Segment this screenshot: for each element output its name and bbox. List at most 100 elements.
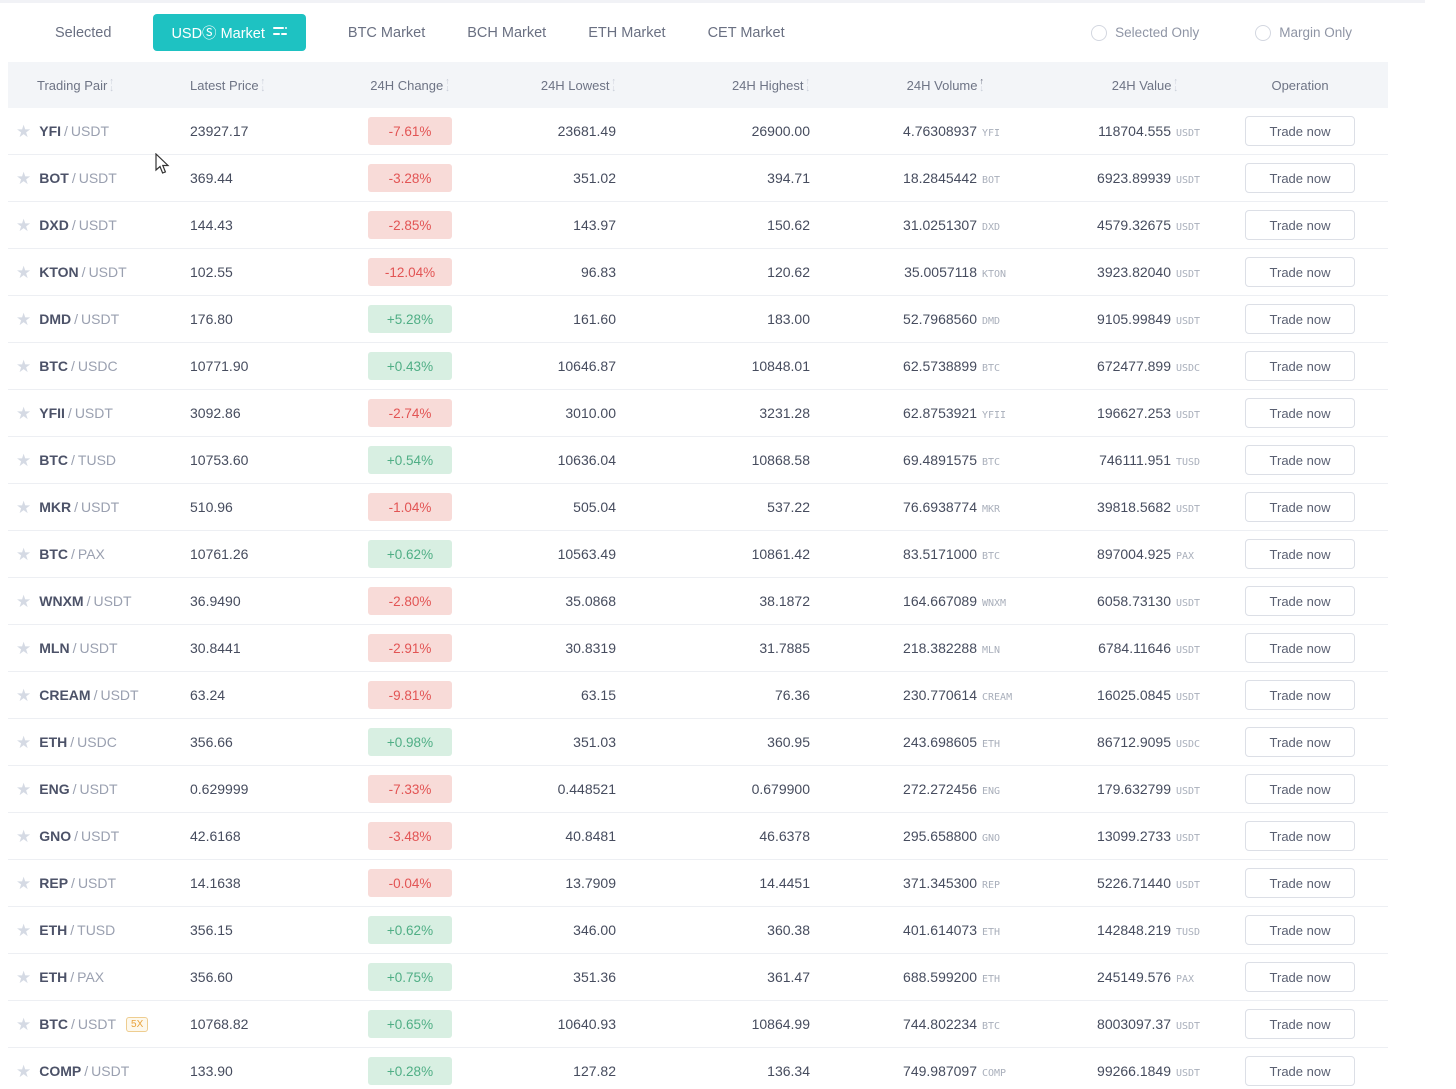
column-header-24h-change[interactable]: 24H Change ↑ ↓ bbox=[370, 76, 450, 93]
favorite-star-icon[interactable]: ★ bbox=[16, 215, 32, 235]
favorite-star-icon[interactable]: ★ bbox=[16, 262, 32, 282]
lowest-24h: 10636.04 bbox=[557, 452, 616, 468]
tab-btc-market[interactable]: BTC Market bbox=[347, 24, 426, 41]
column-header-24h-highest[interactable]: 24H Highest ↑ ↓ bbox=[731, 76, 811, 93]
trade-now-button[interactable]: Trade now bbox=[1245, 680, 1355, 710]
value-24h-cell: 196627.253 USDT bbox=[1018, 405, 1212, 421]
trade-now-button[interactable]: Trade now bbox=[1245, 868, 1355, 898]
table-row: ★ MLN / USDT 30.8441 -2.91% 30.8319 31.788… bbox=[8, 625, 1388, 672]
favorite-star-icon[interactable]: ★ bbox=[16, 826, 32, 846]
highest-24h: 10864.99 bbox=[751, 1016, 810, 1032]
volume-unit: YFII bbox=[982, 410, 1007, 421]
pair-separator: / bbox=[71, 170, 76, 186]
tab-bch-market[interactable]: BCH Market bbox=[467, 24, 547, 41]
tab-eth-market[interactable]: ETH Market bbox=[588, 24, 666, 41]
margin-only-radio[interactable]: Margin Only bbox=[1255, 24, 1352, 41]
tab-selected[interactable]: Selected bbox=[55, 24, 112, 41]
trade-now-button[interactable]: Trade now bbox=[1245, 1009, 1355, 1039]
column-header-24h-lowest[interactable]: 24H Lowest ↑ ↓ bbox=[540, 76, 616, 93]
favorite-star-icon[interactable]: ★ bbox=[16, 544, 32, 564]
trade-now-button[interactable]: Trade now bbox=[1245, 257, 1355, 287]
tab-cet-market[interactable]: CET Market bbox=[707, 24, 785, 41]
trade-now-button[interactable]: Trade now bbox=[1245, 492, 1355, 522]
pair-name: YFI / USDT bbox=[39, 123, 109, 139]
column-header-24h-volume[interactable]: 24H Volume ↑ ↓ bbox=[906, 76, 984, 93]
favorite-star-icon[interactable]: ★ bbox=[16, 873, 32, 893]
trade-now-button[interactable]: Trade now bbox=[1245, 163, 1355, 193]
value-24h-cell: 5226.71440 USDT bbox=[1018, 875, 1212, 891]
column-header-latest-price[interactable]: Latest Price ↑ ↓ bbox=[190, 76, 266, 93]
value-unit: USDT bbox=[1176, 222, 1201, 233]
value-unit: USDT bbox=[1176, 128, 1201, 139]
trade-now-button[interactable]: Trade now bbox=[1245, 821, 1355, 851]
favorite-star-icon[interactable]: ★ bbox=[16, 309, 32, 329]
highest-24h: 537.22 bbox=[767, 499, 810, 515]
sort-icons: ↑ ↓ bbox=[805, 76, 811, 93]
volume-24h-cell: 295.658800 GNO bbox=[820, 828, 1018, 844]
value-24h: 5226.71440 bbox=[1097, 875, 1171, 891]
trade-now-button[interactable]: Trade now bbox=[1245, 774, 1355, 804]
value-24h-cell: 4579.32675 USDT bbox=[1018, 217, 1212, 233]
volume-unit: BTC bbox=[982, 363, 1001, 374]
value-24h-cell: 245149.576 PAX bbox=[1018, 969, 1212, 985]
trade-now-button[interactable]: Trade now bbox=[1245, 915, 1355, 945]
trade-now-button[interactable]: Trade now bbox=[1245, 633, 1355, 663]
volume-24h-cell: 401.614073 ETH bbox=[820, 922, 1018, 938]
trade-now-button[interactable]: Trade now bbox=[1245, 727, 1355, 757]
pair-name: BTC / PAX bbox=[39, 546, 105, 562]
favorite-star-icon[interactable]: ★ bbox=[16, 638, 32, 658]
column-header-trading-pair[interactable]: Trading Pair ↑ ↓ bbox=[37, 76, 114, 93]
pair-base: BTC bbox=[39, 358, 69, 374]
favorite-star-icon[interactable]: ★ bbox=[16, 920, 32, 940]
trade-now-button[interactable]: Trade now bbox=[1245, 1056, 1355, 1086]
selected-only-radio[interactable]: Selected Only bbox=[1091, 24, 1199, 41]
favorite-star-icon[interactable]: ★ bbox=[16, 732, 32, 752]
trade-now-button[interactable]: Trade now bbox=[1245, 351, 1355, 381]
pair-base: GNO bbox=[39, 828, 72, 844]
trade-now-button[interactable]: Trade now bbox=[1245, 398, 1355, 428]
favorite-star-icon[interactable]: ★ bbox=[16, 1014, 32, 1034]
favorite-star-icon[interactable]: ★ bbox=[16, 685, 32, 705]
margin-only-label: Margin Only bbox=[1279, 25, 1352, 40]
trade-now-button[interactable]: Trade now bbox=[1245, 445, 1355, 475]
trade-now-button[interactable]: Trade now bbox=[1245, 304, 1355, 334]
favorite-star-icon[interactable]: ★ bbox=[16, 1061, 32, 1081]
trade-now-button[interactable]: Trade now bbox=[1245, 116, 1355, 146]
pair-base: CREAM bbox=[39, 687, 91, 703]
favorite-star-icon[interactable]: ★ bbox=[16, 779, 32, 799]
highest-24h: 150.62 bbox=[767, 217, 810, 233]
favorite-star-icon[interactable]: ★ bbox=[16, 356, 32, 376]
favorite-star-icon[interactable]: ★ bbox=[16, 591, 32, 611]
latest-price: 510.96 bbox=[190, 499, 233, 515]
favorite-star-icon[interactable]: ★ bbox=[16, 497, 32, 517]
volume-unit: YFI bbox=[982, 128, 1001, 139]
tab-usds-market[interactable]: USDⓈ Market bbox=[153, 14, 306, 51]
change-badge: +0.62% bbox=[368, 916, 452, 944]
trading-pair-cell: ★ BTC / TUSD bbox=[8, 452, 186, 469]
trade-now-button[interactable]: Trade now bbox=[1245, 210, 1355, 240]
pair-separator: / bbox=[64, 123, 68, 139]
trade-now-button[interactable]: Trade now bbox=[1245, 539, 1355, 569]
value-24h-cell: 8003097.37 USDT bbox=[1018, 1016, 1212, 1032]
volume-unit: BOT bbox=[982, 175, 1001, 186]
favorite-star-icon[interactable]: ★ bbox=[16, 450, 32, 470]
trade-now-button[interactable]: Trade now bbox=[1245, 962, 1355, 992]
favorite-star-icon[interactable]: ★ bbox=[16, 121, 32, 141]
trading-pair-cell: ★ DXD / USDT bbox=[8, 217, 186, 234]
trade-now-button[interactable]: Trade now bbox=[1245, 586, 1355, 616]
change-cell: -7.33% bbox=[336, 775, 484, 803]
change-cell: +0.62% bbox=[336, 916, 484, 944]
column-header-24h-value[interactable]: 24H Value ↑ ↓ bbox=[1111, 76, 1178, 93]
highest-24h: 31.7885 bbox=[759, 640, 810, 656]
latest-price: 356.15 bbox=[190, 922, 233, 938]
lowest-24h: 40.8481 bbox=[565, 828, 616, 844]
trading-pair-cell: ★ YFII / USDT bbox=[8, 405, 186, 422]
operation-cell: Trade now bbox=[1212, 304, 1388, 334]
change-cell: -1.04% bbox=[336, 493, 484, 521]
volume-24h: 230.770614 bbox=[903, 687, 977, 703]
favorite-star-icon[interactable]: ★ bbox=[16, 168, 32, 188]
favorite-star-icon[interactable]: ★ bbox=[16, 403, 32, 423]
favorite-star-icon[interactable]: ★ bbox=[16, 967, 32, 987]
highest-24h: 10861.42 bbox=[751, 546, 810, 562]
pair-name: WNXM / USDT bbox=[39, 593, 131, 609]
